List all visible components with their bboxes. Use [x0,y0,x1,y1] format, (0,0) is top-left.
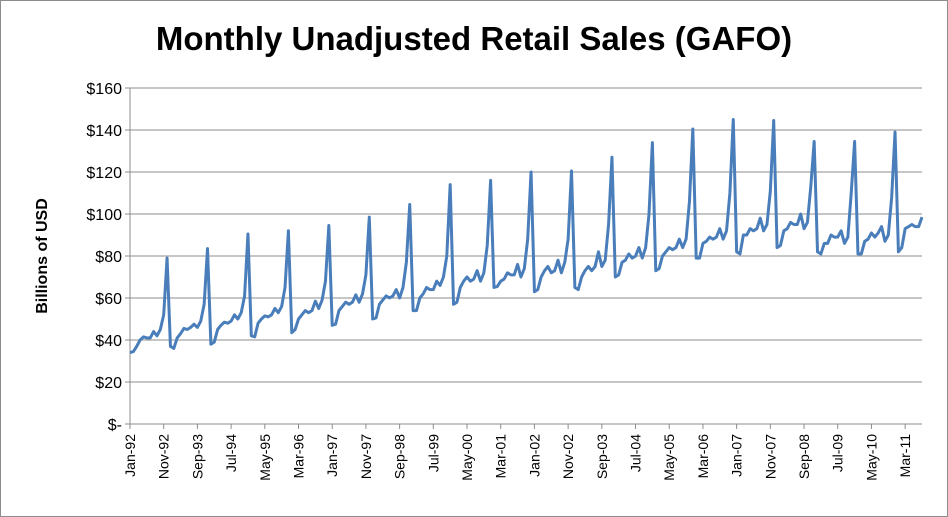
y-tick-label: $160 [86,81,122,98]
x-tick-label: Mar-96 [291,434,307,479]
y-tick-label: $80 [95,249,122,266]
x-tick-label: Sep-93 [189,434,205,479]
y-tick-label: $- [108,417,122,434]
x-tick-label: May-00 [459,434,475,481]
x-tick-label: Nov-07 [762,434,778,479]
series-line [129,118,924,355]
x-tick-label: Jan-92 [122,434,138,477]
y-tick-label: $60 [95,291,122,308]
y-tick-label: $20 [95,375,122,392]
x-tick-label: May-95 [257,434,273,481]
x-tick-label: Sep-98 [392,434,408,479]
axes [129,88,922,429]
x-tick-label: Jan-97 [324,434,340,477]
x-tick-label: Jan-02 [526,434,542,477]
x-tick-label: Sep-03 [594,434,610,479]
x-tick-label: May-05 [661,434,677,481]
x-tick-label: Nov-02 [560,434,576,479]
x-tick-label: Jul-09 [830,434,846,472]
x-tick-label: Jul-99 [425,434,441,472]
x-tick-label: Jul-04 [628,434,644,472]
x-tick-label: May-10 [863,434,879,481]
x-tick-label: Mar-01 [493,434,509,479]
x-tick-label: Jul-94 [223,434,239,472]
x-tick-label: Nov-97 [358,434,374,479]
y-axis-label: Billions of USD [34,198,51,314]
y-tick-label: $100 [86,207,122,224]
x-tick-label: Mar-11 [897,434,913,478]
y-tick-label: $120 [86,165,122,182]
chart-title: Monthly Unadjusted Retail Sales (GAFO) [155,20,793,57]
x-tick-label: Mar-06 [695,434,711,479]
x-tick-label: Nov-92 [156,434,172,479]
y-tick-label: $40 [95,333,122,350]
x-tick-label: Jan-07 [729,434,745,477]
x-tick-labels: Jan-92 Nov-92 Sep-93 Jul-94 May-95 Mar-96 Jan-… [122,434,913,481]
y-tick-label: $140 [86,123,122,140]
y-tick-labels: $- $20 $40 $60 $80 $100 $120 $140 $160 [86,81,122,434]
gridlines [125,87,922,425]
x-tick-label: Sep-08 [796,434,812,479]
